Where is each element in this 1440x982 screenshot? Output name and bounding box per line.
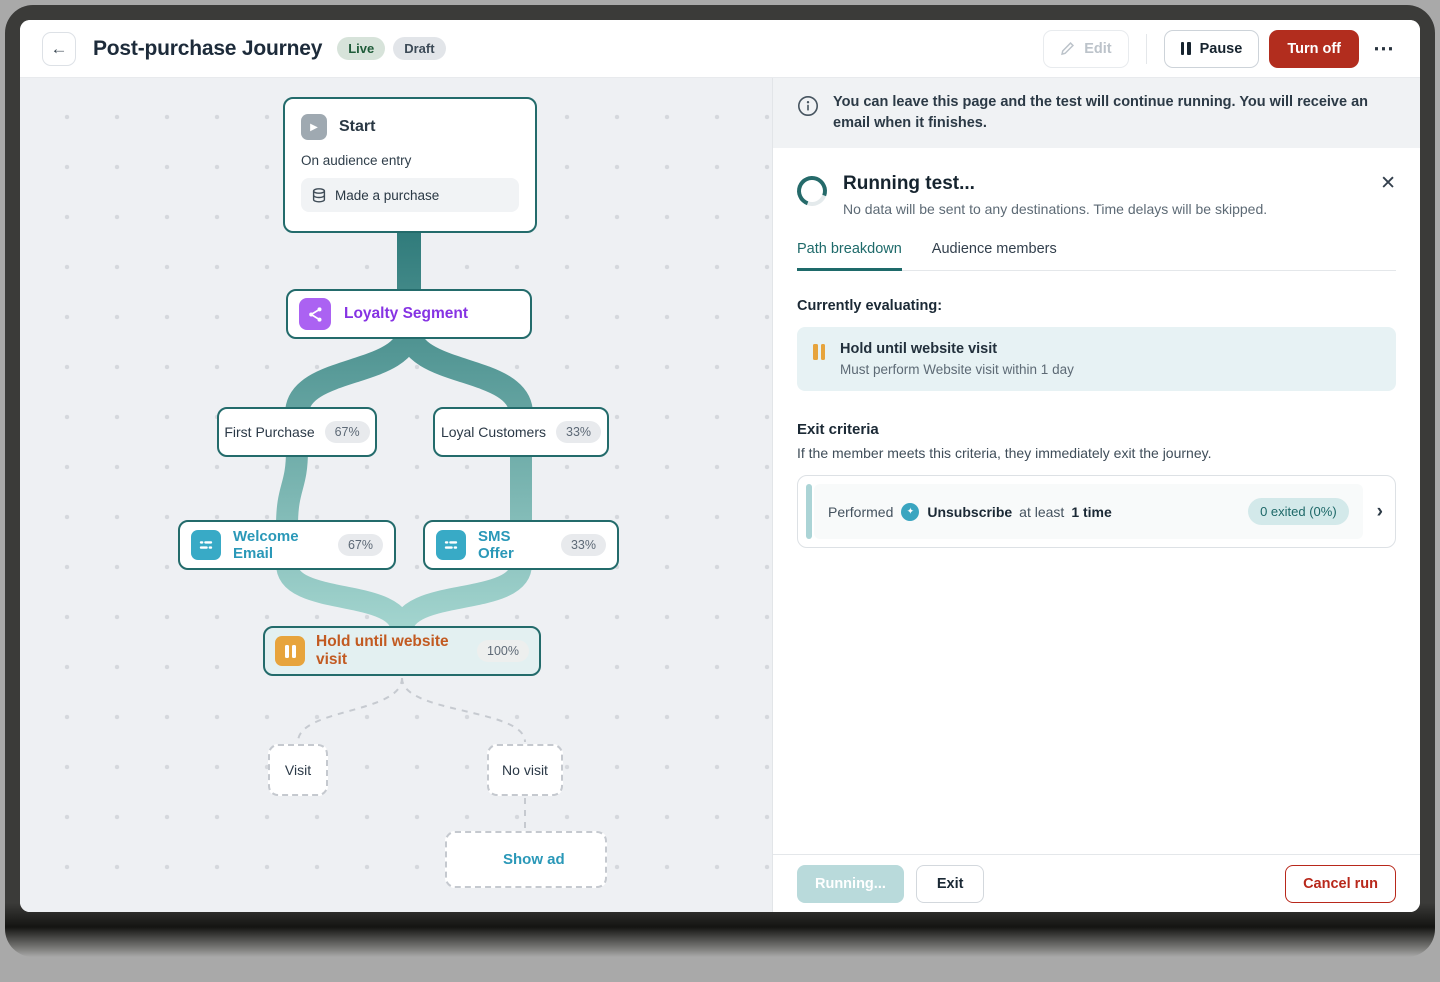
evaluating-card: Hold until website visit Must perform We… bbox=[797, 327, 1396, 392]
sliders-icon bbox=[191, 530, 221, 560]
chevron-right-icon: › bbox=[1376, 500, 1383, 522]
header-divider bbox=[1145, 33, 1147, 64]
app-header: ← Post-purchase Journey Live Draft Edit … bbox=[20, 20, 1420, 78]
hold-node-label: Hold until website visit bbox=[316, 633, 449, 668]
close-button[interactable]: ✕ bbox=[1380, 172, 1396, 195]
currently-evaluating-label: Currently evaluating: bbox=[797, 298, 943, 315]
exit-criteria-row[interactable]: Performed ✦ Unsubscribe at least 1 time … bbox=[797, 475, 1396, 549]
header-actions: Edit Pause Turn off ⋯ bbox=[1043, 29, 1398, 68]
cancel-run-button[interactable]: Cancel run bbox=[1285, 864, 1396, 903]
more-menu-button[interactable]: ⋯ bbox=[1369, 36, 1398, 61]
panel-footer: Running... Exit Cancel run bbox=[773, 854, 1420, 912]
edit-button-label: Edit bbox=[1084, 40, 1112, 57]
split-branch-icon bbox=[299, 298, 331, 330]
criteria-prefix: Performed bbox=[828, 503, 894, 520]
journey-canvas[interactable]: ▶ Start On audience entry Made a purchas… bbox=[20, 78, 772, 912]
info-banner: You can leave this page and the test wil… bbox=[773, 78, 1420, 149]
criteria-count: 1 time bbox=[1071, 503, 1112, 520]
running-test-title: Running test... bbox=[843, 173, 975, 195]
hold-node-percent: 100% bbox=[477, 640, 529, 662]
criteria-content: Performed ✦ Unsubscribe at least 1 time … bbox=[814, 484, 1363, 540]
status-badge-live: Live bbox=[337, 37, 386, 60]
sms-offer-percent: 33% bbox=[560, 534, 606, 556]
pencil-icon bbox=[1061, 41, 1075, 56]
page-title: Post-purchase Journey bbox=[93, 36, 323, 60]
loyal-customers-label: Loyal Customers bbox=[440, 424, 546, 440]
pause-icon bbox=[1180, 42, 1191, 55]
play-icon: ▶ bbox=[301, 114, 327, 140]
close-icon: ✕ bbox=[1380, 173, 1396, 195]
exited-count-badge: 0 exited (0%) bbox=[1248, 498, 1349, 526]
first-purchase-label: First Purchase bbox=[224, 424, 315, 440]
tab-audience-members[interactable]: Audience members bbox=[931, 241, 1057, 258]
info-icon bbox=[798, 96, 818, 116]
node-start[interactable]: ▶ Start On audience entry Made a purchas… bbox=[283, 97, 537, 233]
node-sms-offer[interactable]: SMS Offer 33% bbox=[423, 520, 619, 570]
start-trigger-label: Made a purchase bbox=[335, 187, 440, 203]
show-ad-label: Show ad bbox=[503, 851, 565, 868]
node-visit[interactable]: Visit bbox=[268, 744, 328, 796]
node-first-purchase[interactable]: First Purchase 67% bbox=[217, 407, 377, 457]
test-run-panel: You can leave this page and the test wil… bbox=[772, 78, 1420, 912]
sms-offer-label: SMS Offer bbox=[478, 528, 514, 562]
database-icon bbox=[312, 187, 326, 203]
exit-button[interactable]: Exit bbox=[915, 864, 985, 903]
criteria-connector: at least bbox=[1019, 503, 1065, 520]
turn-off-button[interactable]: Turn off bbox=[1269, 29, 1359, 68]
unsubscribe-metric-icon: ✦ bbox=[901, 502, 920, 521]
welcome-email-percent: 67% bbox=[337, 534, 383, 556]
info-banner-text: You can leave this page and the test wil… bbox=[833, 94, 1369, 132]
loyalty-segment-label: Loyalty Segment bbox=[344, 305, 469, 322]
visit-label: Visit bbox=[284, 762, 312, 778]
panel-tabs: Path breakdown Audience members bbox=[797, 241, 1396, 272]
app-window: ← Post-purchase Journey Live Draft Edit … bbox=[20, 20, 1420, 912]
back-button[interactable]: ← bbox=[42, 31, 76, 66]
node-welcome-email[interactable]: Welcome Email 67% bbox=[178, 520, 396, 570]
start-trigger-chip[interactable]: Made a purchase bbox=[301, 178, 519, 212]
tab-path-breakdown[interactable]: Path breakdown bbox=[797, 241, 902, 272]
node-hold-until-website-visit[interactable]: Hold until website visit 100% bbox=[263, 626, 541, 676]
spinner-icon bbox=[792, 171, 832, 211]
start-node-subtitle: On audience entry bbox=[301, 153, 412, 168]
first-purchase-percent: 67% bbox=[324, 421, 370, 443]
back-arrow-icon: ← bbox=[50, 38, 68, 58]
running-test-header: Running test... No data will be sent to … bbox=[773, 148, 1420, 217]
sliders-icon bbox=[461, 845, 491, 875]
no-visit-label: No visit bbox=[502, 762, 548, 778]
running-test-subtitle: No data will be sent to any destinations… bbox=[843, 201, 1268, 218]
start-node-title: Start bbox=[339, 118, 376, 135]
node-no-visit[interactable]: No visit bbox=[487, 744, 563, 796]
panel-content: Running test... No data will be sent to … bbox=[773, 148, 1420, 854]
node-loyal-customers[interactable]: Loyal Customers 33% bbox=[433, 407, 609, 457]
node-loyalty-segment[interactable]: Loyalty Segment bbox=[286, 289, 532, 339]
node-show-ad[interactable]: Show ad bbox=[445, 831, 607, 888]
welcome-email-label: Welcome Email bbox=[233, 528, 299, 562]
criteria-metric: Unsubscribe bbox=[927, 503, 1013, 520]
loyal-customers-percent: 33% bbox=[556, 421, 602, 443]
pause-button[interactable]: Pause bbox=[1163, 29, 1260, 68]
flow-connectors bbox=[276, 228, 533, 829]
sliders-icon bbox=[436, 530, 466, 560]
edit-button[interactable]: Edit bbox=[1043, 29, 1129, 68]
status-badge-draft: Draft bbox=[393, 37, 446, 60]
evaluating-card-title: Hold until website visit bbox=[840, 341, 998, 358]
pause-icon bbox=[813, 344, 825, 377]
evaluating-card-subtitle: Must perform Website visit within 1 day bbox=[840, 362, 1074, 378]
exit-criteria-subtitle: If the member meets this criteria, they … bbox=[797, 445, 1212, 462]
criteria-accent-bar bbox=[806, 484, 812, 540]
pause-button-label: Pause bbox=[1199, 40, 1243, 57]
exit-criteria-title: Exit criteria bbox=[797, 421, 879, 439]
running-button: Running... bbox=[797, 864, 904, 903]
pause-icon bbox=[275, 636, 305, 666]
